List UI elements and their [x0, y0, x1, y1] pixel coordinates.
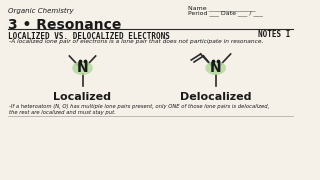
- Text: LOCALIZED VS. DELOCALIZED ELECTRONS: LOCALIZED VS. DELOCALIZED ELECTRONS: [7, 32, 169, 41]
- Text: Delocalized: Delocalized: [180, 92, 252, 102]
- Text: NOTES I: NOTES I: [258, 30, 291, 39]
- Text: 3 • Resonance: 3 • Resonance: [7, 18, 121, 32]
- Text: Period ___ Date ___ / ___: Period ___ Date ___ / ___: [188, 10, 262, 16]
- Text: N: N: [210, 61, 221, 75]
- Text: Organic Chemistry: Organic Chemistry: [7, 8, 73, 14]
- Text: Name _______________: Name _______________: [188, 5, 255, 11]
- Text: Localized: Localized: [53, 92, 111, 102]
- Text: -A localized lone pair of electrons is a lone pair that does not participate in : -A localized lone pair of electrons is a…: [9, 39, 264, 44]
- Text: -If a heteroatom (N, O) has multiple lone pairs present, only ONE of those lone : -If a heteroatom (N, O) has multiple lon…: [9, 104, 270, 115]
- Ellipse shape: [205, 61, 226, 75]
- Ellipse shape: [72, 61, 93, 75]
- Text: N: N: [77, 61, 88, 75]
